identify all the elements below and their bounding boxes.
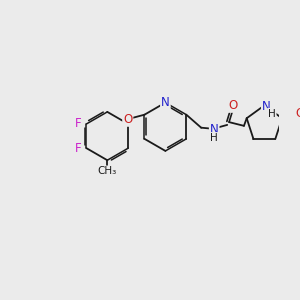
- Text: F: F: [75, 142, 81, 154]
- Text: N: N: [210, 123, 219, 136]
- Text: O: O: [228, 99, 237, 112]
- Text: H: H: [210, 133, 218, 143]
- Text: O: O: [123, 113, 132, 126]
- Text: N: N: [262, 100, 271, 113]
- Text: O: O: [295, 107, 300, 120]
- Text: N: N: [161, 96, 170, 109]
- Text: CH₃: CH₃: [98, 167, 117, 176]
- Text: H: H: [268, 109, 276, 119]
- Text: F: F: [75, 118, 81, 130]
